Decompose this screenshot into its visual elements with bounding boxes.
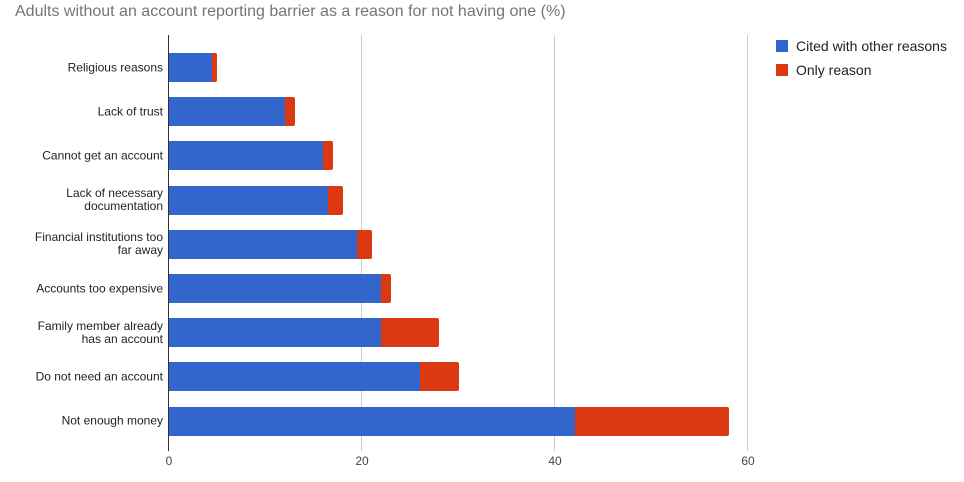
category-label: Lack of necessary documentation — [66, 187, 163, 213]
bar-segment-only-reason[interactable] — [212, 53, 218, 82]
bar-segment-cited-with-other-reasons[interactable] — [169, 141, 324, 171]
bar-row[interactable] — [169, 274, 392, 303]
legend-swatch-icon — [776, 40, 788, 52]
bar-segment-only-reason[interactable] — [328, 185, 343, 215]
category-label: Family member already has an account — [37, 318, 163, 346]
bar-segment-only-reason[interactable] — [574, 406, 729, 436]
category-label-line: Lack of necessary — [66, 186, 163, 201]
category-label: Lack of trust — [98, 105, 163, 118]
category-label: Religious reasons — [68, 61, 163, 74]
category-label-line: Religious reasons — [67, 60, 163, 74]
category-label-line: has an account — [81, 331, 163, 346]
category-label-line: Lack of trust — [97, 104, 163, 119]
legend-label: Cited with other reasons — [796, 38, 947, 54]
category-label: Financial institutions too far away — [35, 231, 163, 257]
legend-swatch-icon — [776, 64, 788, 76]
bar-segment-cited-with-other-reasons[interactable] — [169, 97, 285, 127]
bar-row[interactable] — [169, 406, 729, 436]
legend-label: Only reason — [796, 62, 872, 78]
bar-row[interactable] — [169, 229, 372, 259]
x-tick-label: 60 — [741, 454, 755, 468]
category-label-line: Financial institutions too — [34, 230, 163, 245]
legend-item[interactable]: Only reason — [776, 58, 947, 82]
bar-row[interactable] — [169, 53, 218, 82]
legend-item[interactable]: Cited with other reasons — [776, 34, 947, 58]
bar-row[interactable] — [169, 185, 343, 215]
x-tick-label: 20 — [355, 454, 369, 468]
bar-segment-cited-with-other-reasons[interactable] — [169, 318, 382, 348]
category-label-line: Family member already — [37, 318, 163, 333]
bar-segment-only-reason[interactable] — [357, 229, 372, 259]
bar-segment-only-reason[interactable] — [420, 362, 459, 392]
legend: Cited with other reasons Only reason — [776, 34, 947, 82]
category-label-line: documentation — [84, 199, 163, 214]
category-label: Not enough money — [61, 413, 163, 428]
category-label-line: Do not need an account — [35, 369, 163, 384]
category-label: Cannot get an account — [42, 149, 163, 162]
chart-title: Adults without an account reporting barr… — [15, 3, 566, 20]
category-label-line: Not enough money — [61, 413, 163, 428]
bar-segment-cited-with-other-reasons[interactable] — [169, 185, 329, 215]
bar-segment-only-reason[interactable] — [284, 97, 295, 127]
bar-segment-only-reason[interactable] — [381, 274, 392, 303]
bar-row[interactable] — [169, 362, 459, 392]
category-label: Accounts too expensive — [36, 282, 163, 295]
bar-segment-cited-with-other-reasons[interactable] — [169, 362, 421, 392]
bar-segment-cited-with-other-reasons[interactable] — [169, 53, 213, 82]
x-tick-label: 0 — [165, 454, 173, 468]
category-label-line: Cannot get an account — [42, 148, 163, 163]
category-label: Do not need an account — [36, 370, 163, 383]
bar-segment-cited-with-other-reasons[interactable] — [169, 406, 575, 436]
y-axis-line — [168, 35, 169, 451]
bar-segment-cited-with-other-reasons[interactable] — [169, 274, 382, 303]
x-tick-label: 40 — [548, 454, 562, 468]
gridline — [747, 35, 748, 451]
bar-segment-cited-with-other-reasons[interactable] — [169, 229, 358, 259]
gridline — [554, 35, 555, 451]
bar-segment-only-reason[interactable] — [381, 318, 440, 348]
category-label-line: far away — [117, 243, 163, 258]
bar-row[interactable] — [169, 97, 295, 127]
bar-row[interactable] — [169, 141, 334, 171]
bar-segment-only-reason[interactable] — [323, 141, 334, 171]
bar-row[interactable] — [169, 318, 440, 348]
category-label-line: Accounts too expensive — [36, 281, 163, 295]
